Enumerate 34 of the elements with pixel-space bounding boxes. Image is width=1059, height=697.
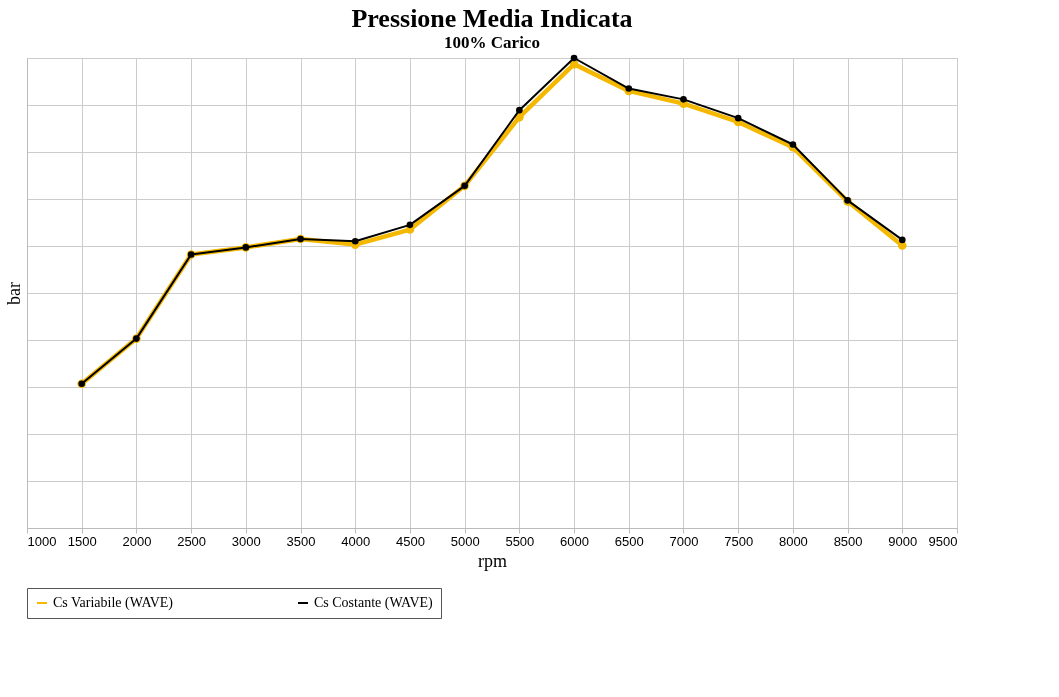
point [625,85,633,92]
point [516,106,523,114]
chart-subtitle: 100% Carico [444,32,540,52]
x-tick-label: 7500 [724,533,754,549]
x-tick-label: 3500 [286,533,316,549]
x-tick-label: 6000 [560,533,590,549]
x-tick-label: 1500 [67,533,97,549]
x-tick-label: 1000 [27,533,57,549]
x-tick-label: 7000 [669,533,699,549]
point [680,96,687,103]
x-tick-label: 9000 [888,533,918,549]
y-axis-title: bar [3,282,24,305]
x-tick-label: 2000 [122,533,152,549]
legend-label: Cs Variabile (WAVE) [53,595,174,611]
x-tick-label: 9500 [928,533,958,549]
point [351,237,359,245]
x-tick-label: 5500 [505,533,535,549]
point [406,221,414,229]
point [515,112,524,122]
x-tick-label: 4000 [341,533,371,549]
x-tick-label: 8000 [778,533,808,549]
x-tick-label: 2500 [177,533,207,549]
chart-title: Pressione Media Indicata [351,3,633,33]
x-tick-label: 5000 [450,533,480,549]
point [789,141,797,148]
x-tick-label: 6500 [614,533,644,549]
x-tick-label: 3000 [231,533,261,549]
point [734,114,742,122]
point [898,236,906,244]
x-tick-label: 4500 [395,533,425,549]
x-axis-title: rpm [478,550,507,571]
point [570,54,578,62]
legend-label: Cs Costante (WAVE) [314,595,434,611]
x-tick-label: 8500 [833,533,863,549]
